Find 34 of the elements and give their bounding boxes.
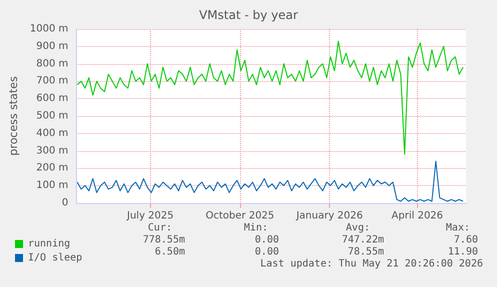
line-series bbox=[76, 160, 464, 202]
text: Cur: bbox=[148, 222, 172, 234]
y-tick-label: 300 m bbox=[36, 145, 68, 156]
y-tick-label: 400 m bbox=[36, 128, 68, 139]
chart-title: VMstat - by year bbox=[199, 8, 298, 22]
line-series bbox=[76, 40, 464, 155]
text: 0.00 bbox=[254, 234, 279, 246]
y-tick-label: 700 m bbox=[36, 76, 68, 87]
y-tick-label: 900 m bbox=[36, 40, 68, 52]
text: Min: bbox=[244, 222, 268, 234]
x-tick-label: October 2025 bbox=[206, 210, 274, 222]
y-axis-title: process states bbox=[7, 76, 20, 156]
y-tick-label: 100 m bbox=[36, 180, 68, 192]
text: 778.55m bbox=[142, 234, 185, 246]
text: 6.50m bbox=[154, 246, 185, 258]
text: 0.00 bbox=[254, 246, 279, 258]
text: Max: bbox=[446, 222, 470, 234]
text: 78.55m bbox=[348, 246, 384, 258]
text: 747.22m bbox=[342, 234, 384, 246]
text: 7.60 bbox=[454, 234, 478, 246]
text: Last update: Thu May 21 20:26:00 2026 bbox=[260, 258, 483, 270]
legend-label: I/O sleep bbox=[28, 252, 82, 264]
x-tick-label: April 2026 bbox=[392, 210, 444, 222]
y-tick-label: 600 m bbox=[36, 93, 68, 104]
y-tick-label: 500 m bbox=[36, 110, 68, 122]
y-tick-label: 0 bbox=[62, 198, 68, 208]
text: 11.90 bbox=[448, 246, 478, 258]
y-tick-label: 800 m bbox=[36, 58, 68, 70]
y-tick-label: 1000 m bbox=[30, 24, 68, 34]
x-tick-label: July 2025 bbox=[126, 210, 174, 222]
legend-label: running bbox=[28, 238, 70, 250]
text: Avg: bbox=[346, 222, 370, 234]
y-tick-label: 200 m bbox=[36, 162, 68, 174]
x-tick-label: January 2026 bbox=[295, 210, 363, 222]
